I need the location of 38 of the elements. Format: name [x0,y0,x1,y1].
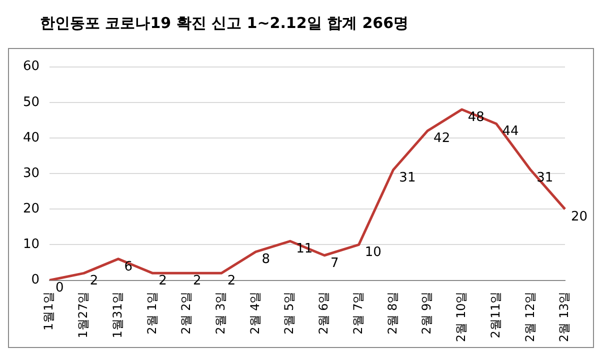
chart-title: 한인동포 코로나19 확진 신고 1~2.12일 합계 266명 [40,14,409,33]
x-tick-label: 2월 8일 [385,291,400,334]
x-tick-label: 1월1일 [42,291,56,331]
y-tick-label: 10 [22,237,40,252]
x-tick-label: 2월 1일 [144,291,159,334]
y-tick-label: 30 [22,166,40,181]
x-tick-label: 2월 9일 [420,291,434,334]
data-label: 2 [227,274,236,289]
data-label: 2 [90,274,98,289]
y-tick-label: 50 [22,94,40,110]
data-label: 7 [330,256,339,271]
x-tick-label: 2월 6일 [316,291,331,334]
data-label: 6 [124,259,133,274]
x-tick-label: 2월 10일 [454,291,468,342]
x-tick-label: 2월 3일 [213,291,228,334]
data-label: 42 [434,131,450,146]
x-tick-label: 2월 13일 [557,291,572,342]
data-label: 10 [364,245,382,260]
data-label: 20 [571,209,588,224]
x-tick-label: 2월11일 [488,291,502,338]
data-label: 31 [536,170,554,186]
data-label: 2 [158,274,167,289]
data-label: 8 [262,252,270,268]
x-tick-label: 2월 7일 [350,291,365,334]
data-label: 2 [192,274,202,289]
y-tick-label: 20 [22,201,40,216]
data-label: 0 [56,280,64,296]
x-tick-label: 1월27일 [76,291,90,338]
y-tick-label: 60 [22,59,40,74]
x-tick-label: 2월 4일 [248,291,262,334]
x-tick-label: 2월 2일 [179,291,194,334]
y-tick-label: 0 [31,272,40,288]
x-tick-label: 1월31일 [110,291,124,338]
y-tick-label: 40 [22,130,40,146]
x-tick-label: 2월 12일 [522,291,537,342]
data-label: 44 [502,124,519,140]
data-label: 31 [399,170,416,186]
x-tick-label: 2월 5일 [282,291,296,334]
